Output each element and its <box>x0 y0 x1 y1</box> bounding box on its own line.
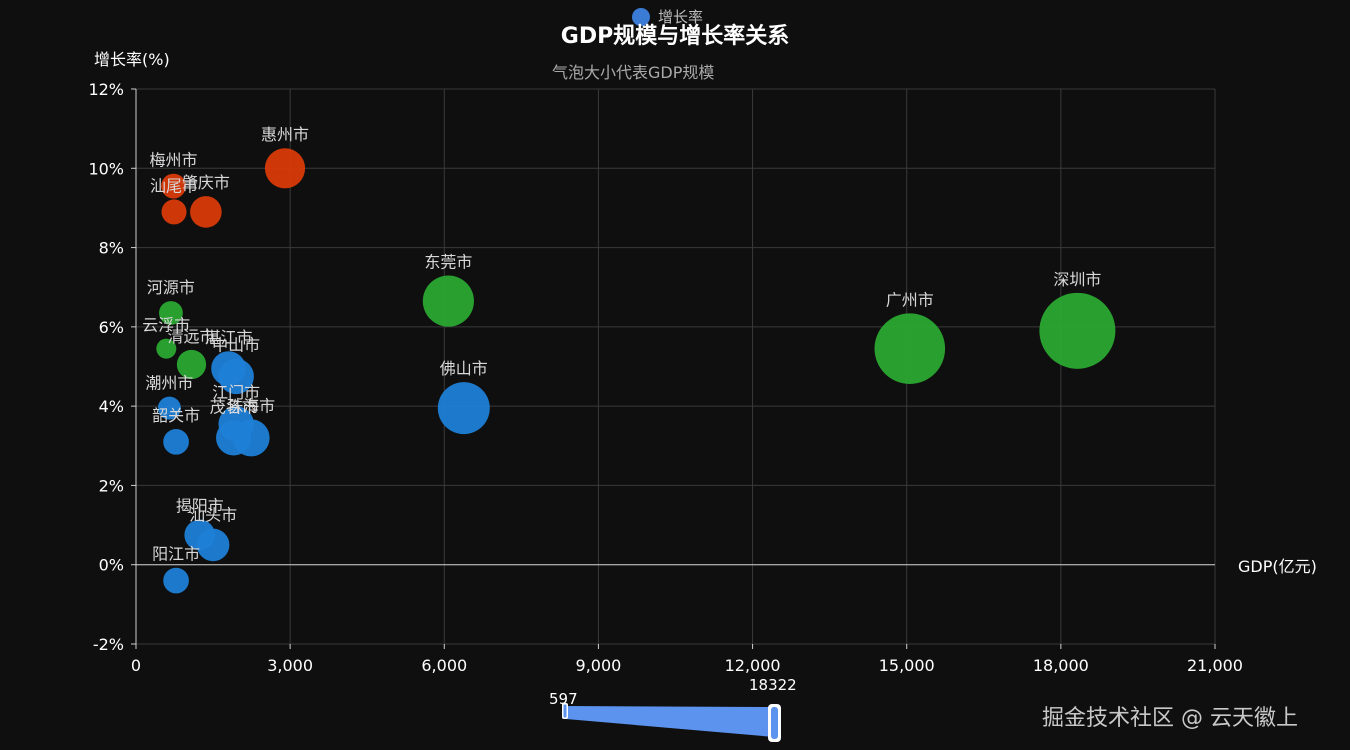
y-tick-label: 6% <box>99 318 124 337</box>
bubble-point <box>216 420 252 456</box>
bubble-point <box>1039 292 1116 369</box>
bubble-label: 梅州市 <box>150 151 198 170</box>
y-tick-label: 12% <box>88 80 124 99</box>
bubble-point <box>437 382 490 435</box>
x-tick-label: 0 <box>131 656 141 675</box>
bubble-label: 肇庆市 <box>182 173 230 192</box>
bubble-point <box>211 351 246 386</box>
bubble-label: 河源市 <box>147 278 195 297</box>
bubble-point <box>157 396 181 420</box>
x-tick-label: 9,000 <box>576 656 622 675</box>
bubble-point <box>163 567 189 594</box>
bubble-label: 汕尾市 <box>150 176 198 195</box>
visual-map-bar <box>566 706 774 737</box>
y-tick-label: -2% <box>93 635 124 654</box>
bubble-label: 茂名市 <box>210 397 258 416</box>
bubble-label: 东莞市 <box>424 253 472 272</box>
bubble-point <box>163 428 189 455</box>
bubble-label: 中山市 <box>212 336 260 355</box>
visual-map-handle-min-core <box>563 704 567 718</box>
visual-map-handle-max-core <box>771 707 778 739</box>
chart-title: GDP规模与增长率关系 <box>560 24 790 49</box>
y-tick-label: 10% <box>88 159 124 178</box>
bubble-label: 揭阳市 <box>176 497 224 516</box>
bubble-point <box>159 301 183 325</box>
bubble-label: 江门市 <box>212 383 260 402</box>
legend-marker-icon <box>632 7 650 26</box>
y-tick-label: 2% <box>99 476 124 495</box>
y-tick-label: 8% <box>99 239 124 258</box>
x-tick-label: 15,000 <box>879 656 935 675</box>
x-tick-label: 18,000 <box>1033 656 1089 675</box>
bubble-point <box>264 148 306 189</box>
bubble-label: 惠州市 <box>261 125 309 144</box>
bubble-label: 潮州市 <box>145 374 193 393</box>
bubble-point <box>161 173 186 199</box>
visual-map-max-label: 18322 <box>749 676 797 694</box>
bubble-point <box>184 519 216 551</box>
watermark: 掘金技术社区 @ 云天徽上 <box>1042 706 1298 731</box>
bubble-point <box>874 313 946 384</box>
bubble-point <box>161 199 187 225</box>
x-axis-label: GDP(亿元) <box>1238 557 1317 576</box>
y-tick-label: 4% <box>99 397 124 416</box>
bubble-label: 湛江市 <box>204 328 252 347</box>
bubble-point <box>156 338 177 359</box>
x-tick-label: 21,000 <box>1187 656 1243 675</box>
bubble-label: 清远市 <box>167 327 215 346</box>
bubble-label: 韶关市 <box>152 406 200 425</box>
bubble-label: 佛山市 <box>440 359 488 378</box>
x-tick-label: 6,000 <box>421 656 467 675</box>
legend[interactable]: 增长率 <box>632 6 703 27</box>
y-axis-label: 增长率(%) <box>94 50 170 69</box>
bubble-label: 深圳市 <box>1053 270 1101 289</box>
visual-map-min-label: 597 <box>549 690 578 708</box>
bubble-label: 广州市 <box>886 290 934 309</box>
x-tick-label: 3,000 <box>267 656 313 675</box>
bubble-point <box>422 275 474 327</box>
bubble-label: 珠海市 <box>227 396 275 415</box>
bubble-label: 阳江市 <box>152 545 200 564</box>
x-tick-label: 12,000 <box>725 656 781 675</box>
bubble-label: 汕头市 <box>189 506 237 525</box>
legend-label: 增长率 <box>658 8 704 26</box>
chart-subtitle: 气泡大小代表GDP规模 <box>552 63 715 82</box>
y-tick-label: 0% <box>99 556 124 575</box>
bubble-point <box>190 196 222 228</box>
bubble-label: 云浮市 <box>142 316 190 335</box>
bubble-point <box>176 349 207 380</box>
